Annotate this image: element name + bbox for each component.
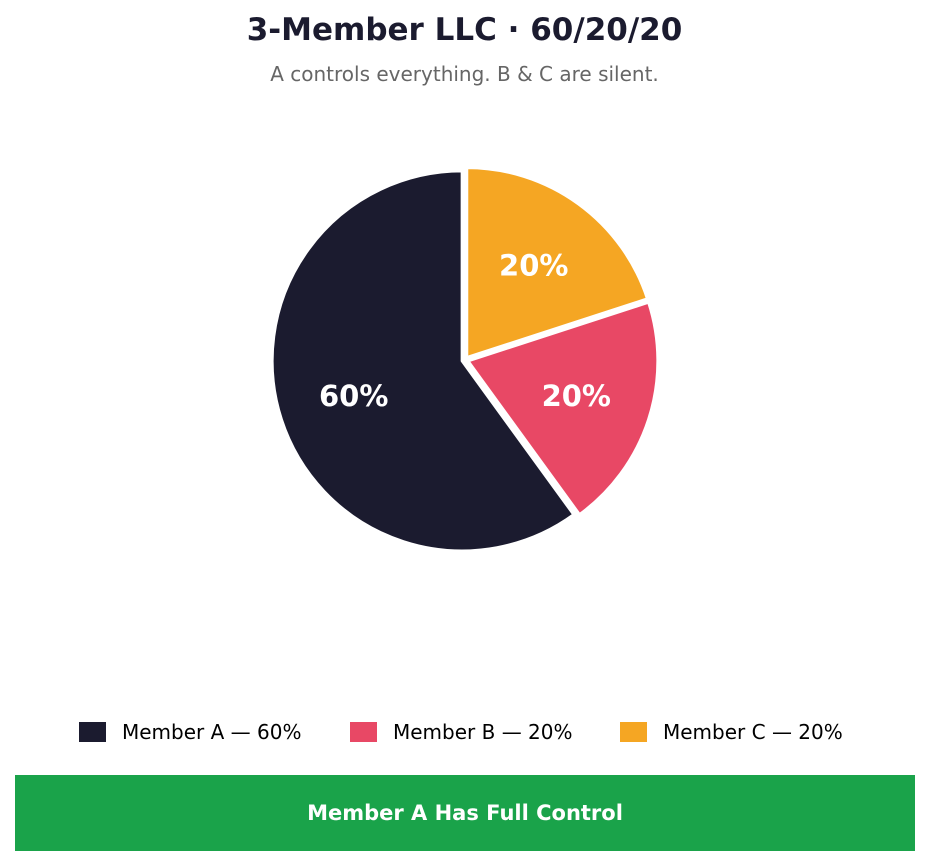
chart-legend: Member A — 60% Member B — 20% Member C —…	[0, 715, 929, 749]
banner-text: Member A Has Full Control	[307, 801, 623, 825]
legend-swatch-member-b	[350, 722, 377, 742]
pie-label-member-a: 60%	[319, 379, 388, 413]
legend-label-member-a: Member A — 60%	[122, 720, 302, 744]
chart-title: 3-Member LLC · 60/20/20	[246, 12, 683, 48]
pie-slice-member-c	[465, 166, 649, 360]
legend-label-member-c: Member C — 20%	[663, 720, 843, 744]
chart-subtitle: A controls everything. B & C are silent.	[270, 62, 659, 86]
pie-chart: 60% 20% 20%	[270, 166, 660, 553]
legend-item-member-b: Member B — 20%	[350, 715, 573, 749]
legend-item-member-c: Member C — 20%	[620, 715, 843, 749]
legend-label-member-b: Member B — 20%	[393, 720, 573, 744]
pie-slice-member-a	[270, 169, 576, 553]
pie-slice-member-b	[466, 300, 660, 517]
legend-swatch-member-a	[79, 722, 106, 742]
legend-swatch-member-c	[620, 722, 647, 742]
legend-item-member-a: Member A — 60%	[79, 715, 301, 749]
control-banner: Member A Has Full Control	[15, 775, 915, 851]
pie-label-member-c: 20%	[499, 248, 568, 282]
pie-label-member-b: 20%	[542, 379, 611, 413]
